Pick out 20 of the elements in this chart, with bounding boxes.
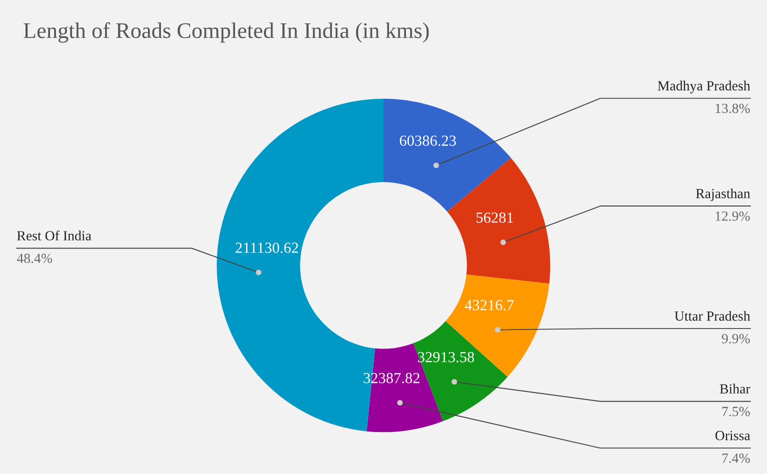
text: 9.9% [722, 334, 750, 344]
data-label: 43216.7 [464, 300, 514, 310]
text: 48.4% [16, 254, 52, 264]
text: 12.9% [716, 211, 750, 221]
data-label: 32913.58 [418, 352, 474, 362]
slice-label: Madhya Pradesh [658, 80, 750, 94]
slice-label: Rest Of India [17, 230, 92, 240]
slice-label: Uttar Pradesh [674, 310, 750, 321]
data-label: 60386.23 [400, 136, 456, 146]
slice-label: Orissa [715, 430, 750, 440]
data-label: 211130.62 [236, 242, 298, 253]
text: 13.8% [716, 104, 750, 114]
donut-slice [384, 98, 511, 212]
chart-title: Length of Roads Completed In India (in kms) [24, 22, 429, 43]
slice-label: Bihar [720, 384, 750, 394]
data-label: 56281 [476, 212, 513, 223]
text: 7.4% [722, 453, 750, 463]
slice-label: Rajasthan [696, 188, 750, 202]
text: 7.5% [722, 406, 750, 416]
donut-slice [447, 158, 550, 284]
